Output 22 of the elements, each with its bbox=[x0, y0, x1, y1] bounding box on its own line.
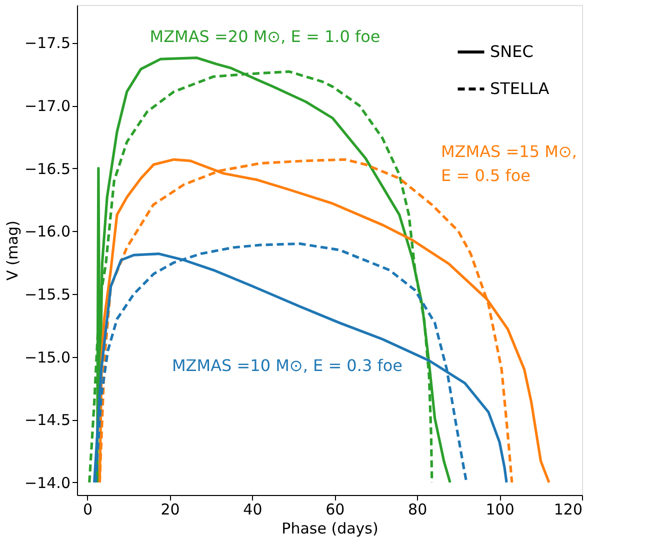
annotation: STELLA bbox=[490, 79, 550, 98]
y-tick-label: −16.5 bbox=[24, 160, 70, 178]
y-axis-title: V (mag) bbox=[4, 220, 22, 281]
annotation: MZMAS =10 M⊙, E = 0.3 foe bbox=[172, 356, 402, 375]
x-tick-label: 40 bbox=[243, 500, 262, 518]
y-tick-label: −14.5 bbox=[24, 411, 70, 430]
annotation: SNEC bbox=[490, 42, 534, 61]
x-tick-label: 120 bbox=[554, 500, 582, 518]
annotation: MZMAS =15 M⊙, E = 0.5 foe bbox=[441, 142, 577, 185]
x-tick-label: 80 bbox=[408, 500, 428, 518]
annotation: MZMAS =20 M⊙, E = 1.0 foe bbox=[150, 27, 380, 46]
x-tick-label: 100 bbox=[486, 500, 514, 518]
x-tick-label: 60 bbox=[326, 500, 345, 518]
y-tick-label: −16.0 bbox=[24, 222, 70, 241]
y-tick-label: −15.0 bbox=[24, 348, 70, 366]
x-tick-label: 0 bbox=[83, 500, 93, 518]
y-tick-label: −17.5 bbox=[24, 34, 70, 52]
x-tick-label: 20 bbox=[160, 500, 180, 518]
y-tick-label: −15.5 bbox=[24, 285, 70, 304]
y-tick-label: −17.0 bbox=[24, 97, 70, 116]
x-axis-title: Phase (days) bbox=[282, 520, 378, 538]
y-tick-label: −14.0 bbox=[24, 474, 70, 492]
